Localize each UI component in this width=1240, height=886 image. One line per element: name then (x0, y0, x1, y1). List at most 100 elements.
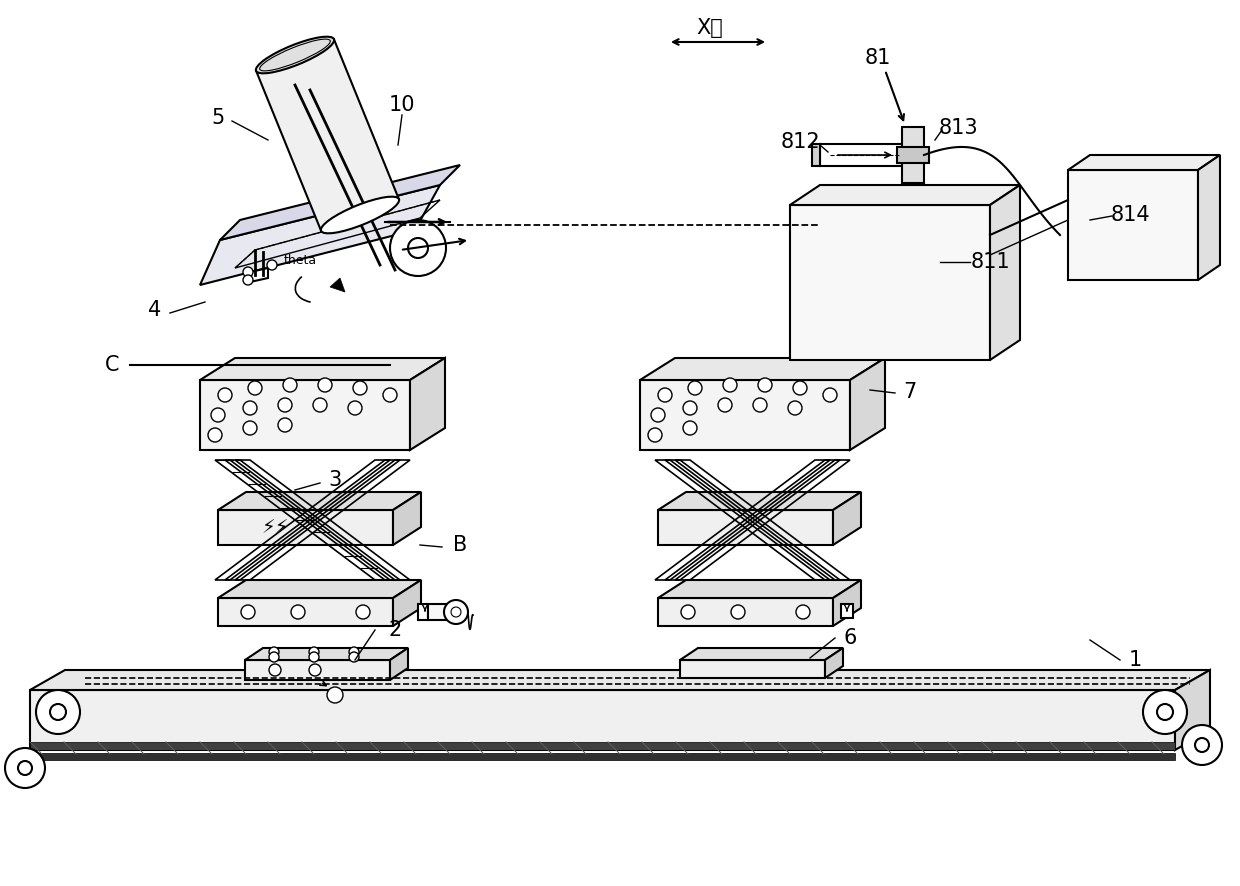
Circle shape (1143, 690, 1187, 734)
Circle shape (408, 238, 428, 258)
Polygon shape (640, 358, 885, 380)
Circle shape (383, 388, 397, 402)
Circle shape (758, 378, 773, 392)
Circle shape (241, 605, 255, 619)
Circle shape (243, 267, 253, 277)
Text: X轴: X轴 (697, 18, 723, 38)
Polygon shape (841, 604, 853, 618)
Text: 813: 813 (939, 118, 978, 138)
Circle shape (243, 401, 257, 415)
Circle shape (309, 664, 321, 676)
Text: 10: 10 (389, 95, 415, 115)
Polygon shape (393, 492, 422, 545)
Text: 7: 7 (904, 382, 916, 402)
Polygon shape (30, 670, 1210, 690)
Polygon shape (30, 753, 1176, 760)
Circle shape (269, 647, 279, 657)
Circle shape (688, 381, 702, 395)
Circle shape (658, 388, 672, 402)
Polygon shape (218, 580, 422, 598)
Polygon shape (219, 165, 460, 240)
Polygon shape (825, 648, 843, 678)
Circle shape (36, 690, 81, 734)
Text: 6: 6 (843, 628, 857, 648)
Polygon shape (680, 648, 843, 660)
Circle shape (278, 398, 291, 412)
Circle shape (243, 275, 253, 285)
Polygon shape (658, 598, 833, 626)
Circle shape (309, 647, 319, 657)
Polygon shape (200, 358, 445, 380)
Text: 5: 5 (211, 108, 224, 128)
Circle shape (794, 381, 807, 395)
Polygon shape (218, 598, 393, 626)
Polygon shape (30, 690, 1176, 750)
Circle shape (683, 421, 697, 435)
Circle shape (681, 605, 694, 619)
Text: 814: 814 (1110, 205, 1149, 225)
Polygon shape (833, 580, 861, 626)
Polygon shape (246, 660, 391, 680)
Circle shape (1195, 738, 1209, 752)
Circle shape (278, 418, 291, 432)
Circle shape (683, 401, 697, 415)
Polygon shape (990, 185, 1021, 360)
Polygon shape (1068, 155, 1220, 170)
Polygon shape (820, 144, 905, 166)
Circle shape (243, 421, 257, 435)
Circle shape (787, 401, 802, 415)
Circle shape (1157, 704, 1173, 720)
Polygon shape (428, 604, 448, 620)
Text: 812: 812 (780, 132, 820, 152)
Polygon shape (901, 127, 924, 183)
Circle shape (451, 607, 461, 617)
Text: B: B (453, 535, 467, 555)
Polygon shape (1068, 170, 1198, 280)
Circle shape (317, 378, 332, 392)
Text: 3: 3 (329, 470, 342, 490)
Polygon shape (1198, 155, 1220, 280)
Circle shape (269, 652, 279, 662)
Circle shape (309, 652, 319, 662)
Circle shape (353, 381, 367, 395)
Polygon shape (330, 278, 345, 292)
Polygon shape (1176, 670, 1210, 750)
Polygon shape (246, 648, 408, 660)
Polygon shape (200, 380, 410, 450)
Polygon shape (812, 144, 820, 166)
Text: 1: 1 (1128, 650, 1142, 670)
Circle shape (718, 398, 732, 412)
Polygon shape (393, 580, 422, 626)
Circle shape (269, 664, 281, 676)
Polygon shape (680, 660, 825, 678)
Circle shape (19, 761, 32, 775)
Circle shape (348, 652, 360, 662)
Polygon shape (391, 648, 408, 680)
Polygon shape (658, 510, 833, 545)
Polygon shape (897, 147, 929, 163)
Polygon shape (790, 185, 1021, 205)
Polygon shape (790, 205, 990, 360)
Polygon shape (250, 268, 268, 282)
Polygon shape (833, 492, 861, 545)
Circle shape (208, 428, 222, 442)
Text: 4: 4 (149, 300, 161, 320)
Circle shape (723, 378, 737, 392)
Polygon shape (257, 39, 399, 231)
Circle shape (732, 605, 745, 619)
Circle shape (796, 605, 810, 619)
Polygon shape (418, 604, 428, 620)
Polygon shape (30, 742, 1176, 750)
Circle shape (1182, 725, 1221, 765)
Circle shape (444, 600, 467, 624)
Circle shape (291, 605, 305, 619)
Circle shape (823, 388, 837, 402)
Polygon shape (218, 492, 422, 510)
Polygon shape (849, 358, 885, 450)
Circle shape (348, 647, 360, 657)
Circle shape (50, 704, 66, 720)
Polygon shape (658, 580, 861, 598)
Polygon shape (658, 492, 861, 510)
Text: theta: theta (284, 253, 316, 267)
Circle shape (283, 378, 298, 392)
